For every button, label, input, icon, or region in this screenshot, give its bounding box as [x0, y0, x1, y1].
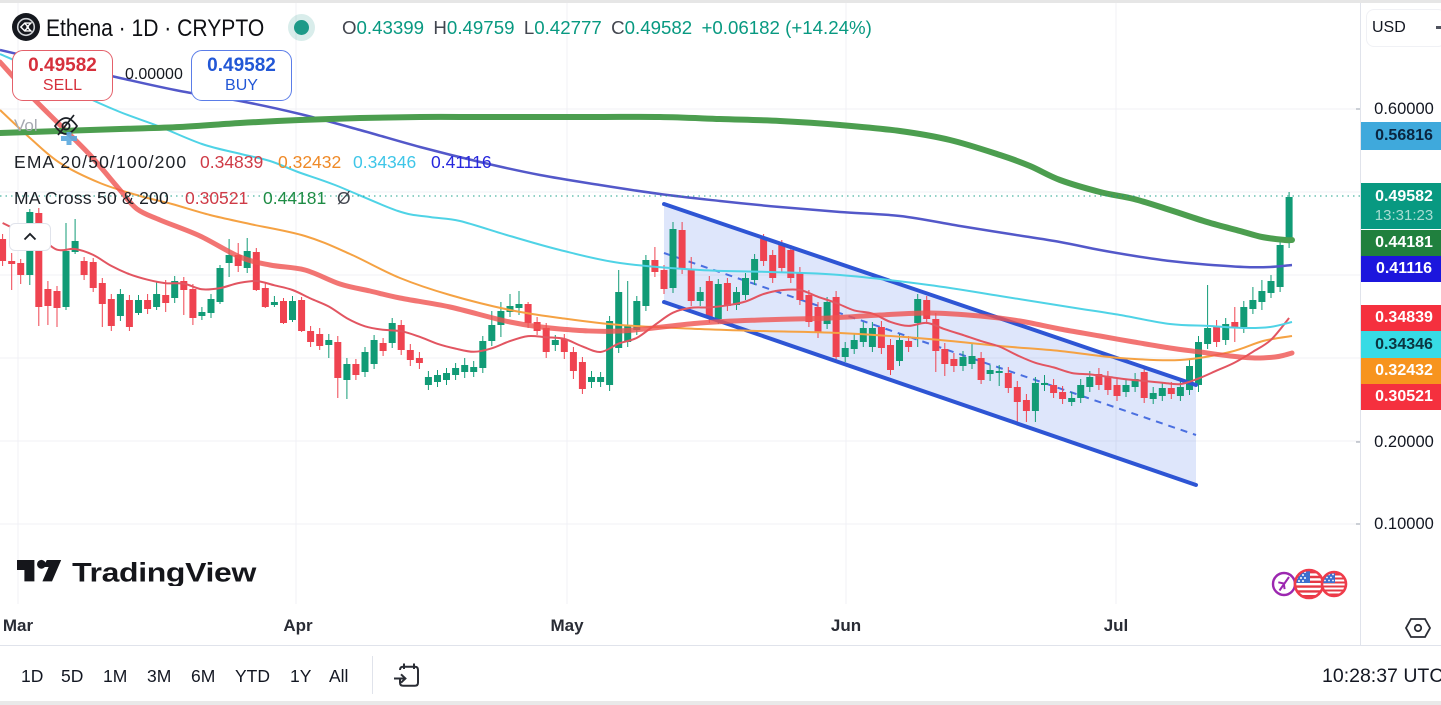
svg-text:TradingView: TradingView	[72, 558, 257, 586]
